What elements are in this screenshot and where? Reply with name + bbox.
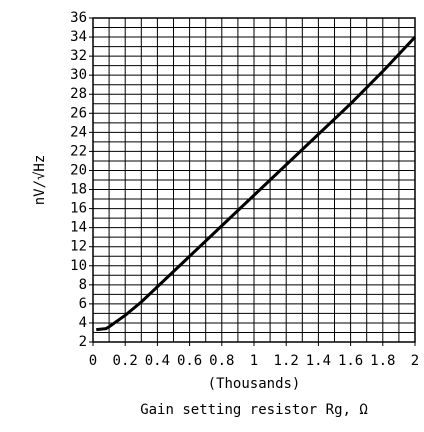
y-axis-label: nV/√Hz bbox=[32, 155, 48, 206]
x-tick-label: 1.4 bbox=[306, 353, 331, 369]
x-axis-note: (Thousands) bbox=[208, 376, 301, 392]
y-tick-label: 24 bbox=[70, 124, 87, 140]
y-tick-label: 12 bbox=[70, 239, 87, 255]
y-tick-label: 28 bbox=[70, 86, 87, 102]
y-tick-label: 22 bbox=[70, 143, 87, 159]
y-tick-label: 30 bbox=[70, 67, 87, 83]
x-tick-label: 1.8 bbox=[370, 353, 395, 369]
y-tick-label: 36 bbox=[70, 10, 87, 26]
y-tick-label: 14 bbox=[70, 220, 87, 236]
x-axis-label: Gain setting resistor Rg, Ω bbox=[140, 402, 368, 418]
x-tick-label: 0.6 bbox=[177, 353, 202, 369]
y-tick-label: 4 bbox=[79, 315, 87, 331]
data-line bbox=[96, 36, 417, 332]
y-tick-label: 2 bbox=[79, 334, 87, 350]
x-tick-label: 2 bbox=[411, 353, 419, 369]
y-tick-label: 34 bbox=[70, 29, 87, 45]
x-tick-label: 0.2 bbox=[113, 353, 138, 369]
y-tick-label: 16 bbox=[70, 201, 87, 217]
x-tick-label: 1.2 bbox=[274, 353, 299, 369]
y-tick-label: 20 bbox=[70, 162, 87, 178]
x-tick-label: 1 bbox=[250, 353, 258, 369]
y-tick-label: 6 bbox=[79, 296, 87, 312]
x-tick-label: 0.8 bbox=[209, 353, 234, 369]
x-tick-label: 0 bbox=[89, 353, 97, 369]
x-tick-label: 1.6 bbox=[338, 353, 363, 369]
y-tick-label: 26 bbox=[70, 105, 87, 121]
y-tick-label: 18 bbox=[70, 182, 87, 198]
y-tick-label: 8 bbox=[79, 277, 87, 293]
x-tick-label: 0.4 bbox=[145, 353, 170, 369]
y-tick-label: 10 bbox=[70, 258, 87, 274]
y-tick-label: 32 bbox=[70, 48, 87, 64]
